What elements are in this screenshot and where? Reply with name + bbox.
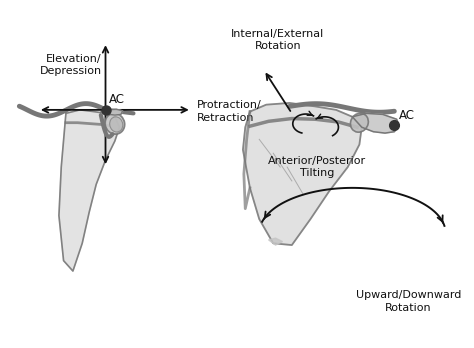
- Polygon shape: [243, 103, 362, 245]
- Text: Protraction/
Retraction: Protraction/ Retraction: [197, 101, 262, 123]
- Polygon shape: [101, 109, 123, 115]
- Text: AC: AC: [399, 109, 415, 122]
- Polygon shape: [269, 238, 283, 245]
- Ellipse shape: [350, 113, 368, 132]
- Text: Anterior/Posterior
Tilting: Anterior/Posterior Tilting: [268, 156, 366, 178]
- Text: Internal/External
Rotation: Internal/External Rotation: [231, 29, 325, 51]
- Text: AC: AC: [109, 93, 125, 106]
- Text: Upward/Downward
Rotation: Upward/Downward Rotation: [356, 290, 461, 313]
- Ellipse shape: [109, 117, 123, 132]
- Text: Elevation/
Depression: Elevation/ Depression: [40, 54, 102, 76]
- Polygon shape: [59, 110, 119, 271]
- Polygon shape: [352, 113, 399, 133]
- Ellipse shape: [105, 113, 125, 134]
